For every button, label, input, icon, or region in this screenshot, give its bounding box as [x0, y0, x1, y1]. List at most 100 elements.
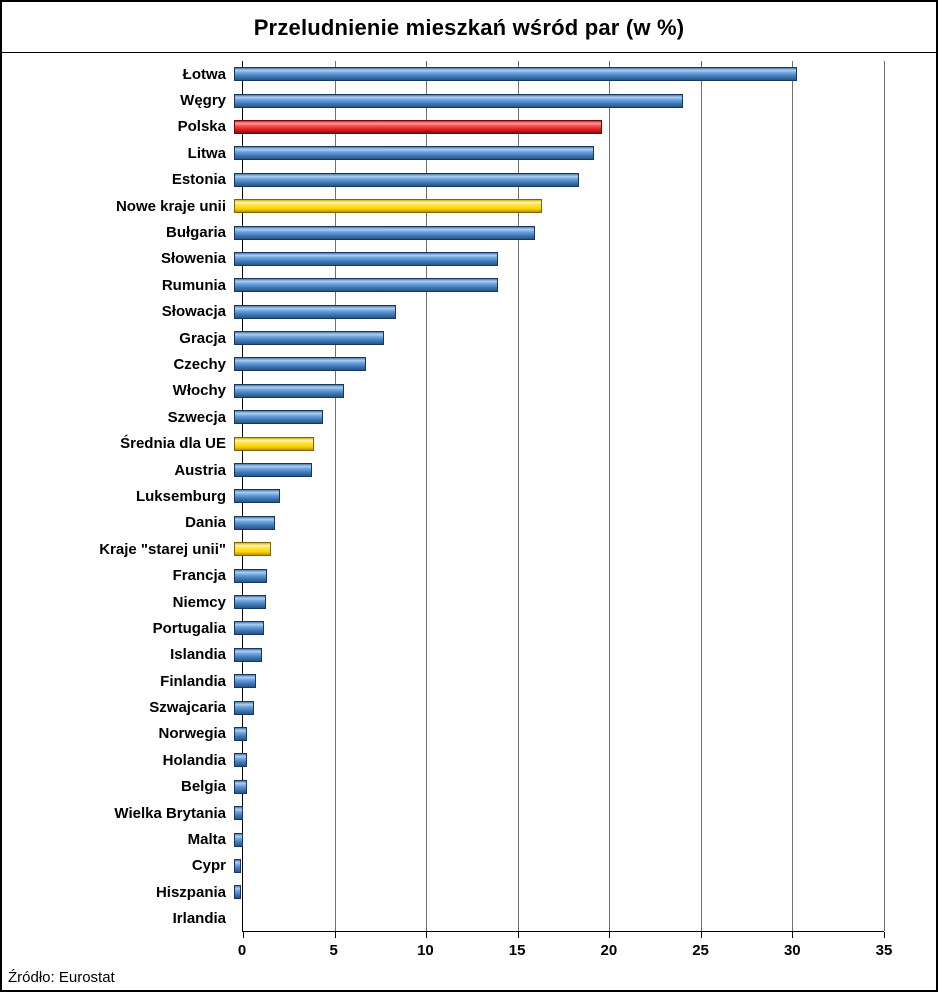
gridline [700, 61, 702, 931]
bar-track [234, 489, 884, 504]
bar-track [234, 67, 884, 82]
x-tick-label: 25 [692, 941, 709, 959]
bar [234, 568, 268, 583]
category-label: Wielka Brytania [114, 804, 226, 822]
bar [234, 621, 264, 636]
bar [234, 146, 595, 161]
plot-zone: Łotwa Węgry Polska Litwa Estonia Nowe kraje u… [2, 61, 936, 938]
bar-row: Wielka Brytania [2, 800, 936, 826]
category-label: Słowacja [161, 303, 226, 321]
category-label: Rumunia [161, 276, 226, 294]
category-label: Estonia [171, 171, 226, 189]
category-label: Szwecja [167, 408, 226, 426]
axis-tickmark [884, 931, 885, 938]
bar-row: Nowe kraje unii [2, 193, 936, 219]
bar-track [234, 172, 884, 187]
category-label: Dania [185, 514, 226, 532]
bar-row: Bułgaria [2, 219, 936, 245]
category-label: Czechy [173, 355, 226, 373]
gridline [426, 61, 428, 931]
bar [234, 595, 266, 609]
bar [234, 93, 684, 108]
bar-track [234, 726, 884, 741]
bar-track [234, 858, 884, 873]
bar-track [234, 674, 884, 689]
bar-track [234, 225, 884, 240]
bar-track [234, 410, 884, 425]
bar-track [234, 278, 884, 293]
bar [234, 515, 275, 530]
gridline [517, 61, 519, 931]
bar-row: Islandia [2, 642, 936, 668]
category-label: Islandia [170, 646, 226, 664]
category-label: Kraje "starej unii" [99, 540, 226, 558]
category-label: Norwegia [158, 725, 226, 743]
bar-track [234, 383, 884, 398]
bar [234, 542, 272, 557]
bar-track [234, 199, 884, 214]
bar-row: Gracja [2, 325, 936, 351]
category-label: Hiszpania [155, 883, 226, 901]
bar-row: Niemcy [2, 589, 936, 615]
source-label: Źródło: Eurostat [8, 969, 115, 986]
bar [234, 753, 247, 768]
category-label: Nowe kraje unii [115, 197, 226, 215]
gridline [792, 61, 794, 931]
bar [234, 463, 312, 478]
category-label: Holandia [162, 751, 226, 769]
category-label: Belgia [180, 778, 226, 796]
bar [234, 172, 580, 187]
bar-row: Dania [2, 510, 936, 536]
bar [234, 383, 344, 398]
bar [234, 806, 244, 821]
bar-row: Słowenia [2, 246, 936, 272]
bar [234, 858, 242, 873]
bar-track [234, 93, 884, 108]
bar-row: Hiszpania [2, 879, 936, 905]
x-tick-label: 35 [875, 941, 893, 959]
bar [234, 67, 797, 82]
bar-row: Szwajcaria [2, 694, 936, 720]
bar-track [234, 568, 884, 583]
bar-row: Holandia [2, 747, 936, 773]
axis-tickmark [334, 931, 336, 938]
bar [234, 489, 281, 504]
bar [234, 199, 543, 214]
bar-row: Litwa [2, 140, 936, 166]
bar [234, 885, 242, 900]
bar-track [234, 542, 884, 557]
bar-row: Czechy [2, 351, 936, 377]
bar-track [234, 912, 884, 926]
category-label: Portugalia [152, 619, 226, 637]
category-label: Malta [187, 831, 226, 849]
bar-track [234, 832, 884, 847]
category-label: Irlandia [172, 910, 226, 928]
bar [234, 436, 314, 451]
category-label: Włochy [172, 382, 226, 400]
bar [234, 726, 247, 741]
bar-row: Słowacja [2, 299, 936, 325]
bar-track [234, 885, 884, 900]
bar-track [234, 779, 884, 794]
bar-track [234, 146, 884, 161]
category-label: Szwajcaria [149, 699, 226, 717]
bar-row: Cypr [2, 853, 936, 879]
bar [234, 779, 247, 794]
x-tick-label: 30 [783, 941, 801, 959]
bar-row: Średnia dla UE [2, 430, 936, 456]
x-tick-label: 10 [417, 941, 434, 959]
bar-row: Polska [2, 114, 936, 140]
category-label: Francja [172, 567, 226, 585]
bar-row: Belgia [2, 774, 936, 800]
bar-row: Austria [2, 457, 936, 483]
bar-row: Finlandia [2, 668, 936, 694]
category-label: Cypr [191, 857, 226, 875]
category-label: Austria [174, 461, 226, 479]
axis-tickmark [426, 931, 428, 938]
axis-tickmark [700, 931, 702, 938]
bar-track [234, 515, 884, 530]
axis-tickmark [609, 931, 611, 938]
bar [234, 832, 244, 847]
category-label: Węgry [180, 92, 226, 110]
